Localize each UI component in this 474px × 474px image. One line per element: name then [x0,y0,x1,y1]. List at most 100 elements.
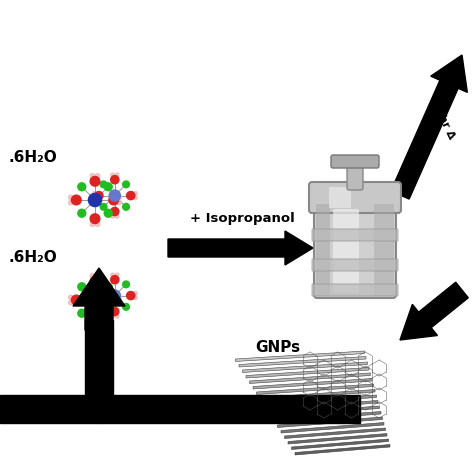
Circle shape [134,292,137,295]
Circle shape [100,281,107,288]
Polygon shape [246,367,369,378]
Circle shape [90,173,95,178]
FancyBboxPatch shape [0,395,98,423]
Polygon shape [284,428,385,438]
Polygon shape [295,445,390,455]
Polygon shape [271,406,380,417]
Circle shape [115,214,119,218]
Circle shape [72,295,81,305]
Circle shape [90,176,100,186]
Circle shape [115,314,119,318]
FancyBboxPatch shape [312,284,398,296]
Circle shape [123,203,129,210]
Polygon shape [391,55,467,199]
Circle shape [92,191,96,195]
Circle shape [95,273,100,278]
Circle shape [127,191,135,200]
Circle shape [111,175,119,184]
Circle shape [109,195,118,205]
Circle shape [111,273,114,277]
Circle shape [69,301,73,305]
FancyBboxPatch shape [312,229,398,241]
Circle shape [78,309,86,317]
Circle shape [90,222,95,227]
Circle shape [90,214,100,224]
FancyBboxPatch shape [331,155,379,168]
Circle shape [117,201,121,205]
Circle shape [123,303,129,310]
Circle shape [134,196,137,200]
Circle shape [88,293,101,307]
FancyArrow shape [73,268,125,330]
Circle shape [88,193,101,207]
FancyBboxPatch shape [85,320,113,420]
Polygon shape [292,439,389,449]
Circle shape [92,292,96,295]
Polygon shape [249,373,371,383]
Polygon shape [264,395,376,405]
Polygon shape [260,390,375,400]
Circle shape [104,209,112,217]
Circle shape [123,181,129,188]
Circle shape [109,295,118,305]
FancyArrow shape [168,231,313,265]
Circle shape [100,303,107,310]
FancyBboxPatch shape [333,209,359,293]
Polygon shape [256,384,374,394]
Circle shape [69,195,73,200]
Circle shape [117,301,121,305]
FancyBboxPatch shape [329,187,351,208]
Polygon shape [400,282,468,340]
Polygon shape [281,422,384,433]
FancyBboxPatch shape [312,259,398,271]
Circle shape [109,190,120,201]
Circle shape [95,191,103,200]
FancyBboxPatch shape [309,182,401,213]
Circle shape [69,201,73,205]
Circle shape [92,196,96,200]
Circle shape [100,181,107,188]
Circle shape [104,309,112,317]
Circle shape [111,208,119,216]
FancyBboxPatch shape [316,204,330,296]
Circle shape [104,283,112,291]
Circle shape [95,322,100,327]
Polygon shape [243,362,367,373]
Polygon shape [236,351,365,362]
Text: GNPs: GNPs [255,340,301,356]
Circle shape [95,173,100,178]
Circle shape [109,290,120,301]
Polygon shape [274,411,381,422]
Polygon shape [267,401,378,411]
Circle shape [95,292,103,300]
Polygon shape [277,417,383,428]
Circle shape [78,183,86,191]
Text: .6H₂O: .6H₂O [8,250,57,265]
Circle shape [123,281,129,288]
Circle shape [115,173,119,177]
Circle shape [117,295,121,300]
Circle shape [134,191,137,195]
Text: + Isopropanol: + Isopropanol [190,211,294,225]
Circle shape [127,292,135,300]
Polygon shape [288,434,387,444]
Circle shape [111,314,114,318]
Polygon shape [253,379,372,389]
Circle shape [92,296,96,300]
Circle shape [90,273,95,278]
Circle shape [104,183,112,191]
Circle shape [90,314,100,324]
Circle shape [95,222,100,227]
Circle shape [78,209,86,217]
Circle shape [134,296,137,300]
FancyBboxPatch shape [374,204,394,296]
Circle shape [78,283,86,291]
Circle shape [90,276,100,286]
Text: 10 hr Δ: 10 hr Δ [428,95,456,141]
Circle shape [100,203,107,210]
Circle shape [111,307,119,316]
Circle shape [111,275,119,284]
Circle shape [117,195,121,200]
Circle shape [111,173,114,177]
Circle shape [115,273,119,277]
